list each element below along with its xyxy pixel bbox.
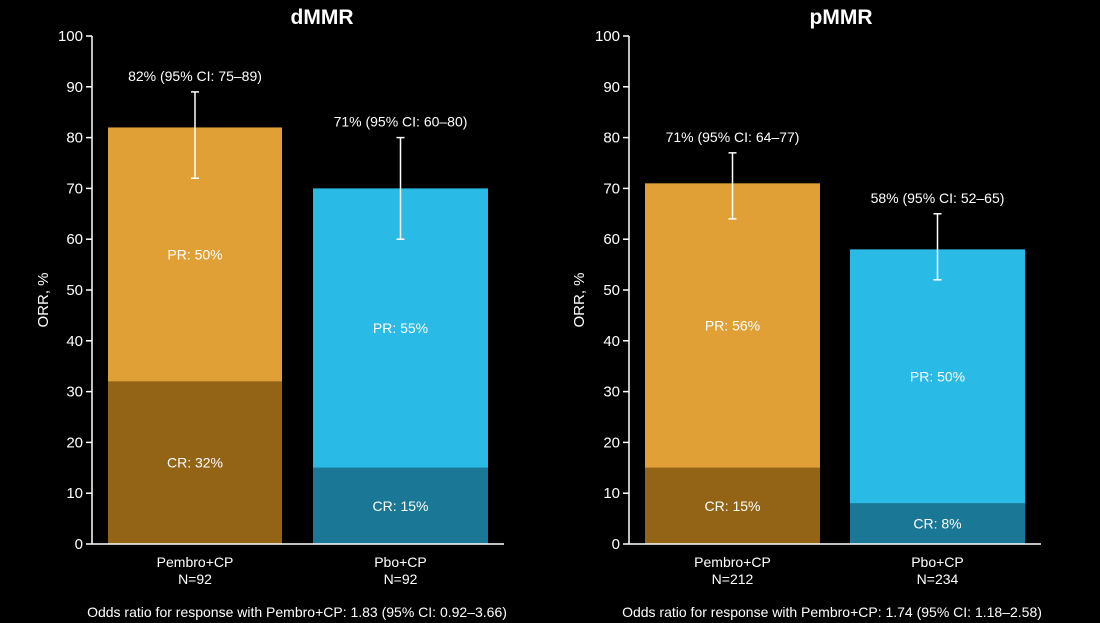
pmmr-y-tick-label: 60 <box>603 231 620 248</box>
dmmr-pembro-n-label: N=92 <box>178 571 212 587</box>
dmmr-pbo-cr-label: CR: 15% <box>372 498 428 514</box>
pmmr-pbo-pr-bar <box>850 249 1025 504</box>
pmmr-title: pMMR <box>810 6 873 29</box>
dmmr-y-tick-label: 70 <box>66 180 83 197</box>
pmmr-pbo-category-label: Pbo+CP <box>911 554 964 570</box>
pmmr-pembro-cr-label: CR: 15% <box>704 498 760 514</box>
dmmr-y-tick-label: 0 <box>75 536 83 553</box>
pmmr-pbo-n-label: N=234 <box>917 571 959 587</box>
pmmr-pembro-pr-label: PR: 56% <box>705 318 760 334</box>
pmmr-odds-ratio-footnote: Odds ratio for response with Pembro+CP: … <box>622 604 1042 620</box>
dmmr-y-tick-label: 40 <box>66 333 83 350</box>
dmmr-pbo-category-label: Pbo+CP <box>374 554 427 570</box>
dmmr-y-tick-label: 90 <box>66 79 83 96</box>
pmmr-y-tick-label: 90 <box>603 79 620 96</box>
dmmr-pembro-total-label: 82% (95% CI: 75–89) <box>128 68 262 84</box>
dmmr-y-tick-label: 100 <box>58 28 83 45</box>
dmmr-odds-ratio-footnote: Odds ratio for response with Pembro+CP: … <box>87 604 507 620</box>
dmmr-y-tick-label: 20 <box>66 434 83 451</box>
dmmr-title: dMMR <box>291 6 354 29</box>
pmmr-pembro-total-label: 71% (95% CI: 64–77) <box>666 129 800 145</box>
pmmr-y-tick-label: 0 <box>612 536 620 553</box>
dmmr-y-tick-label: 60 <box>66 231 83 248</box>
pmmr-pbo-total-label: 58% (95% CI: 52–65) <box>871 190 1005 206</box>
dmmr-y-tick-label: 30 <box>66 384 83 401</box>
dmmr-y-tick-label: 50 <box>66 282 83 299</box>
pmmr-y-tick-label: 80 <box>603 130 620 147</box>
pmmr-y-tick-label: 40 <box>603 333 620 350</box>
dmmr-pembro-category-label: Pembro+CP <box>157 554 234 570</box>
pmmr-pbo-pr-label: PR: 50% <box>910 368 965 384</box>
dmmr-pembro-pr-label: PR: 50% <box>167 246 222 262</box>
pmmr-pbo-cr-bar <box>850 503 1025 544</box>
pmmr-y-axis-label: ORR, % <box>571 272 588 327</box>
pmmr-y-tick-label: 10 <box>603 485 620 502</box>
dmmr-y-tick-label: 80 <box>66 130 83 147</box>
dmmr-pbo-n-label: N=92 <box>384 571 418 587</box>
pmmr-pembro-category-label: Pembro+CP <box>694 554 771 570</box>
pmmr-y-tick-label: 50 <box>603 282 620 299</box>
pmmr-pbo-cr-label: CR: 8% <box>913 516 961 532</box>
pmmr-pembro-cr-bar <box>645 467 820 544</box>
dmmr-pbo-cr-bar <box>313 467 488 544</box>
dmmr-y-axis-label: ORR, % <box>35 272 52 327</box>
pmmr-y-tick-label: 20 <box>603 434 620 451</box>
pmmr-y-tick-label: 30 <box>603 384 620 401</box>
pmmr-y-tick-label: 70 <box>603 180 620 197</box>
pmmr-y-tick-label: 100 <box>595 28 620 45</box>
dmmr-pembro-cr-label: CR: 32% <box>167 455 223 471</box>
dmmr-pbo-total-label: 71% (95% CI: 60–80) <box>334 114 468 130</box>
dmmr-y-tick-label: 10 <box>66 485 83 502</box>
dmmr-pbo-pr-label: PR: 55% <box>373 320 428 336</box>
pmmr-pembro-n-label: N=212 <box>712 571 754 587</box>
dmmr-pembro-cr-bar <box>108 381 282 544</box>
pmmr-pembro-pr-bar <box>645 183 820 468</box>
